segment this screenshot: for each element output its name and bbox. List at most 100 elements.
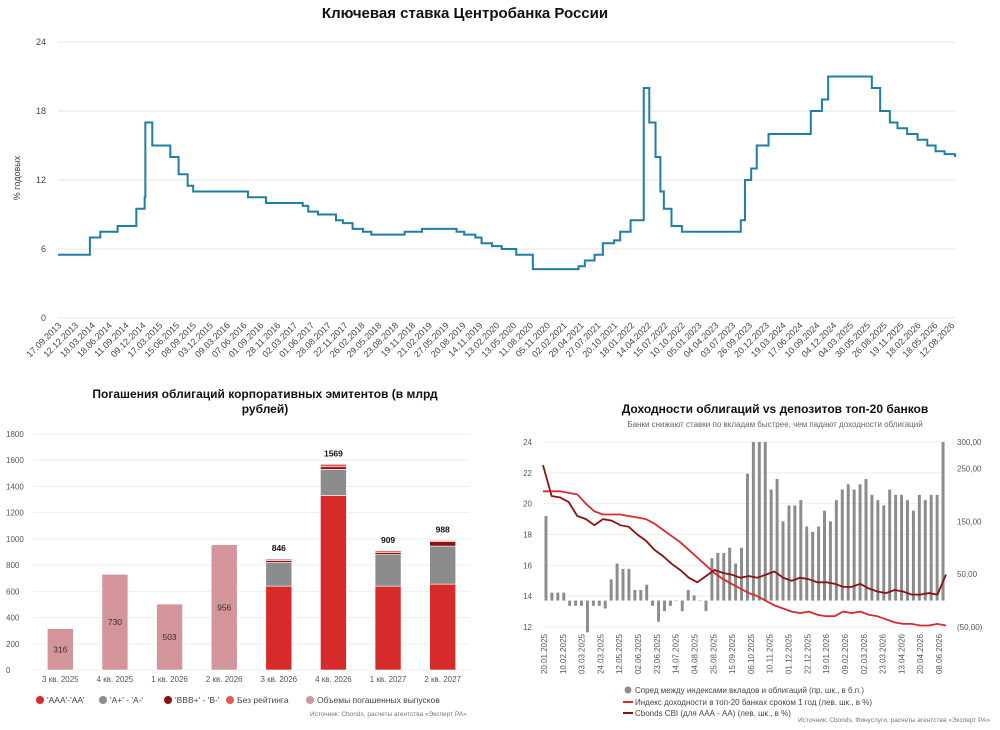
spread-bar (698, 600, 702, 602)
spread-bar (615, 563, 619, 601)
spread-bar (633, 590, 637, 601)
spread-bar (823, 510, 826, 601)
spread-bar (621, 568, 625, 601)
bar-segment (429, 541, 456, 547)
legend-label: Без рейтинга (237, 695, 289, 705)
spread-bar (734, 563, 738, 601)
total-label: 956 (217, 602, 231, 612)
cbonds-cbi-line (542, 464, 947, 596)
y-tick-label: 6 (41, 244, 46, 254)
spread-bar (917, 494, 921, 601)
redemptions-title-line1: Погашения облигаций корпоративных эмитен… (92, 387, 438, 401)
spread-bar (645, 584, 649, 601)
x-tick-label: 23.03.2026 (879, 633, 888, 674)
bar-segment (265, 585, 293, 671)
legend-label: Объемы погашенных выпусков (317, 695, 440, 705)
spread-bar (935, 494, 939, 601)
spread-bar (858, 484, 862, 601)
redemptions-title-line2: рублей) (242, 402, 288, 416)
bar-segment (374, 554, 402, 587)
x-tick-label: 06.10.2025 (747, 633, 756, 674)
category-label: 1 кв. 2026 (151, 675, 188, 684)
spread-bar (799, 500, 803, 601)
x-tick-label: 08.06.2026 (935, 633, 944, 674)
spread-bar (787, 505, 791, 601)
x-tick-label: 03.03.2025 (578, 633, 587, 674)
total-label: 316 (53, 644, 67, 654)
spread-bar (568, 600, 572, 606)
bar-segment (320, 469, 347, 496)
spread-bar (556, 592, 560, 601)
bar-segment (320, 466, 347, 470)
bar-segment (47, 628, 74, 671)
legend-label: Cbonds CBI (для ААА - АА) (лев. шк., в %… (635, 709, 791, 718)
bar-segment (374, 550, 402, 553)
spread-bar (597, 600, 601, 606)
key-rate-chart: Ключевая ставка Центробанка России % год… (12, 5, 956, 359)
spread-bar (757, 442, 761, 601)
total-label: 909 (381, 535, 395, 545)
spread-bar (923, 500, 927, 601)
yields-title: Доходности облигаций vs депозитов топ-20… (622, 402, 929, 416)
legend-label: 'ААА'-'АА' (47, 695, 85, 705)
spread-bar (562, 592, 566, 601)
legend-marker (226, 696, 234, 704)
x-tick-label: 10.02.2025 (559, 633, 568, 674)
spread-bar (817, 526, 821, 601)
spread-bar (609, 579, 613, 601)
spread-bar (763, 442, 767, 601)
bar-segment (374, 585, 402, 671)
bar-segment (429, 583, 456, 671)
bar-segment (320, 463, 347, 468)
x-tick-label: 09.02.2026 (841, 633, 850, 674)
left-y-tick-label: 16 (523, 561, 532, 570)
bar-segment (320, 495, 347, 671)
spread-bar (668, 600, 672, 606)
x-tick-label: 23.06.2025 (653, 633, 662, 674)
spread-bar (905, 500, 909, 601)
key-rate-chart-svg: Ключевая ставка Центробанка России % год… (12, 5, 956, 359)
spread-bar (580, 600, 584, 606)
y-tick-label: 1800 (6, 430, 24, 439)
legend-label: Спред между индексами вкладов и облигаци… (635, 686, 864, 695)
category-label: 3 кв. 2025 (42, 675, 79, 684)
bar-segment (101, 573, 129, 671)
spread-bar (740, 547, 744, 601)
x-tick-label: 12.05.2025 (615, 633, 624, 674)
y-tick-label: 600 (6, 587, 20, 596)
redemptions-chart: Погашения облигаций корпоративных эмитен… (0, 378, 485, 730)
y-tick-label: 0 (6, 666, 11, 675)
total-label: 503 (162, 632, 176, 642)
total-label: 988 (436, 524, 450, 534)
spread-bar (574, 600, 578, 606)
bar-segment (265, 562, 293, 587)
spread-bar (651, 600, 655, 606)
spread-bar (722, 553, 726, 601)
left-y-tick-label: 22 (523, 469, 532, 478)
x-tick-label: 20.01.2025 (540, 633, 549, 674)
spread-bar (591, 600, 595, 606)
legend-marker (624, 686, 632, 694)
spread-bar (550, 592, 554, 601)
y-tick-label: 800 (6, 561, 20, 570)
spread-bar (811, 531, 815, 601)
category-label: 2 кв. 2027 (424, 675, 461, 684)
spread-bar (929, 494, 933, 601)
x-tick-label: 25.08.2025 (709, 633, 718, 674)
spread-bar (882, 505, 886, 601)
x-tick-label: 10.11.2025 (766, 633, 775, 673)
y-tick-label: 1400 (6, 482, 24, 491)
spread-bar (657, 600, 661, 622)
spread-bar (769, 489, 773, 601)
x-tick-label: 14.07.2025 (672, 633, 681, 674)
yields-source: Источник: Cbonds, Финуслуги, расчеты аге… (798, 717, 990, 724)
spread-bar (674, 600, 678, 602)
spread-bar (834, 500, 838, 601)
category-label: 2 кв. 2026 (206, 675, 243, 684)
spread-bar (716, 553, 720, 601)
redemptions-chart-svg: Погашения облигаций корпоративных эмитен… (6, 387, 470, 718)
y-tick-label: 1000 (6, 535, 24, 544)
key-rate-ylabel: % годовых (12, 155, 22, 200)
right-y-tick-label: 150,00 (957, 517, 982, 526)
y-tick-label: 12 (36, 175, 46, 185)
